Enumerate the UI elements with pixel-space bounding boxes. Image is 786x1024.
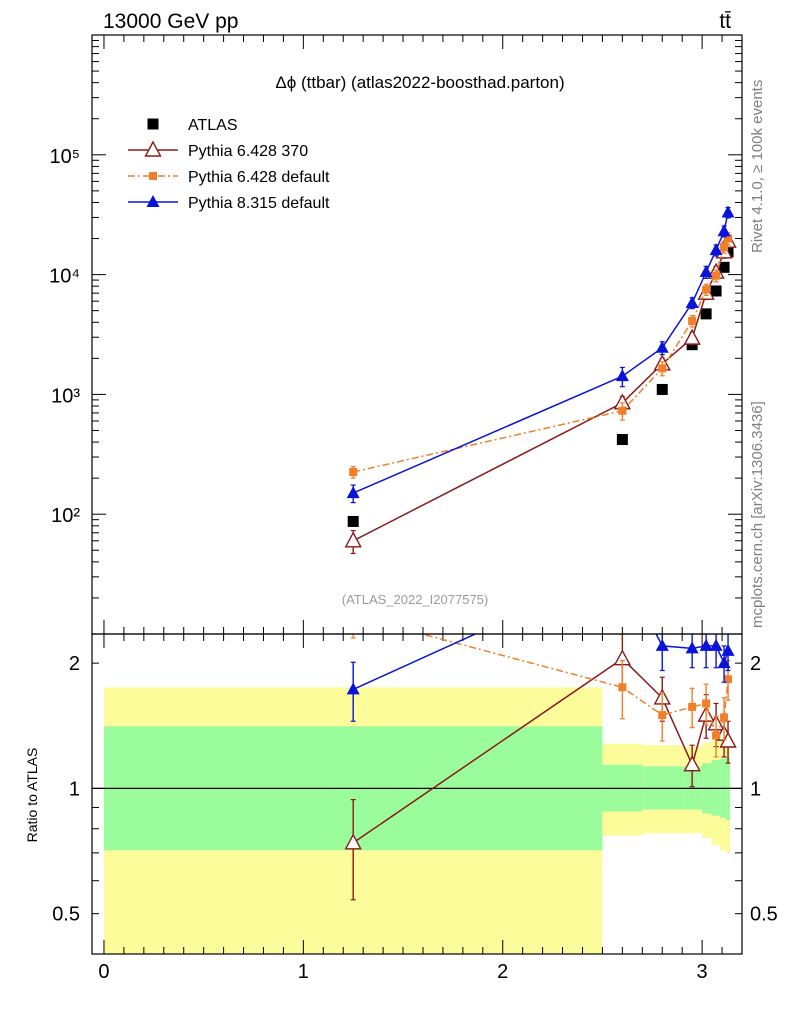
mcplots-label: mcplots.cern.ch [arXiv:1306.3436] xyxy=(749,401,766,628)
point-data xyxy=(656,383,668,395)
chart-series xyxy=(344,205,737,901)
legend-label: ATLAS xyxy=(188,117,238,134)
point-py8 xyxy=(615,369,629,382)
ratio-y-tick-label-right: 2 xyxy=(750,653,761,675)
point-py8 xyxy=(655,340,669,353)
energy-label: 13000 GeV pp xyxy=(103,10,238,33)
series-py8 xyxy=(346,205,735,504)
point-data xyxy=(718,261,730,273)
point-py6_370 xyxy=(344,531,362,548)
point-py6_default xyxy=(349,468,358,477)
axes-ticks: 10² 10³ 10⁴ 10⁵ 0.5 0.5 1 1 2 2 0 1 2 3 xyxy=(49,34,778,983)
point-py6_default xyxy=(720,242,729,251)
point-data xyxy=(347,515,359,527)
legend-marker xyxy=(146,195,160,207)
main-chart-title: Δϕ (ttbar) (atlas2022-boosthad.parton) xyxy=(275,73,564,92)
legend-marker xyxy=(149,172,157,180)
point-py6_370 xyxy=(683,755,701,772)
series-line-py6_370 xyxy=(352,240,729,542)
ratio-plot-frame xyxy=(91,633,743,955)
series-data xyxy=(347,246,734,527)
ratio-y-tick-label-right: 1 xyxy=(750,778,761,800)
point-py8 xyxy=(721,205,735,218)
rivet-label: Rivet 4.1.0, ≥ 100k events xyxy=(749,80,766,253)
point-py8 xyxy=(346,486,360,499)
legend-item-py6_370: Pythia 6.428 370 xyxy=(128,140,308,160)
legend-marker xyxy=(144,140,162,157)
point-py6_default xyxy=(618,406,627,415)
process-label: tt̄ xyxy=(719,10,731,33)
point-py8 xyxy=(709,243,723,256)
point-py6_default xyxy=(618,683,627,692)
point-py6_default xyxy=(712,731,721,740)
series-py6_370 xyxy=(344,633,737,901)
point-py8 xyxy=(346,682,360,695)
point-py6_default xyxy=(688,702,697,711)
series-line-py6_default xyxy=(353,238,729,473)
series-line-py8 xyxy=(352,634,729,691)
series-py6_default xyxy=(350,634,733,758)
series-py8 xyxy=(346,634,735,722)
legend: ATLAS Pythia 6.428 370 Pythia 6.428 defaul… xyxy=(128,117,330,212)
analysis-watermark: (ATLAS_2022_I2077575) xyxy=(342,592,488,607)
series-line-py8 xyxy=(352,212,729,494)
point-py8 xyxy=(685,641,699,654)
series-py6_370 xyxy=(344,231,737,555)
point-py8 xyxy=(699,638,713,651)
ratio-uncertainty-bands xyxy=(92,687,742,954)
x-tick-label: 0 xyxy=(98,961,109,983)
ratio-y-tick-label: 2 xyxy=(69,653,80,675)
point-py6_370 xyxy=(344,833,362,850)
point-py8 xyxy=(685,295,699,308)
point-py6_default xyxy=(724,234,733,243)
legend-label: Pythia 6.428 370 xyxy=(188,143,308,160)
point-py6_default xyxy=(658,364,667,373)
legend-label: Pythia 6.428 default xyxy=(188,169,330,186)
point-data xyxy=(616,434,628,446)
point-py6_default xyxy=(658,711,667,720)
point-py8 xyxy=(655,638,669,651)
point-py6_default xyxy=(724,675,733,684)
point-py8 xyxy=(721,643,735,656)
point-py8 xyxy=(717,656,731,669)
y-tick-label: 10² xyxy=(51,505,80,527)
ratio-y-tick-label-right: 0.5 xyxy=(750,904,778,926)
point-data xyxy=(710,285,722,297)
point-py8 xyxy=(717,224,731,237)
x-tick-label: 2 xyxy=(497,961,508,983)
x-tick-label: 1 xyxy=(298,961,309,983)
point-py8 xyxy=(699,265,713,278)
ratio-y-tick-label: 1 xyxy=(69,778,80,800)
point-py6_370 xyxy=(683,328,701,345)
point-data xyxy=(700,308,712,320)
point-py6_default xyxy=(720,713,729,722)
point-py8 xyxy=(709,638,723,651)
ratio-y-axis-label: Ratio to ATLAS xyxy=(24,748,40,843)
x-tick-label: 3 xyxy=(697,961,708,983)
y-tick-label: 10³ xyxy=(51,385,80,407)
legend-item-data: ATLAS xyxy=(147,117,238,134)
legend-item-py8: Pythia 8.315 default xyxy=(128,195,330,212)
ratio-y-tick-label: 0.5 xyxy=(52,904,80,926)
point-py6_default xyxy=(702,285,711,294)
legend-marker xyxy=(147,118,159,130)
series-py6_default xyxy=(349,232,733,479)
legend-label: Pythia 8.315 default xyxy=(188,195,330,212)
legend-item-py6_default: Pythia 6.428 default xyxy=(128,169,330,186)
y-tick-label: 10⁵ xyxy=(49,146,80,168)
point-py6_default xyxy=(688,316,697,325)
point-py6_default xyxy=(702,699,711,708)
point-py6_default xyxy=(712,271,721,280)
y-tick-label: 10⁴ xyxy=(49,266,80,288)
